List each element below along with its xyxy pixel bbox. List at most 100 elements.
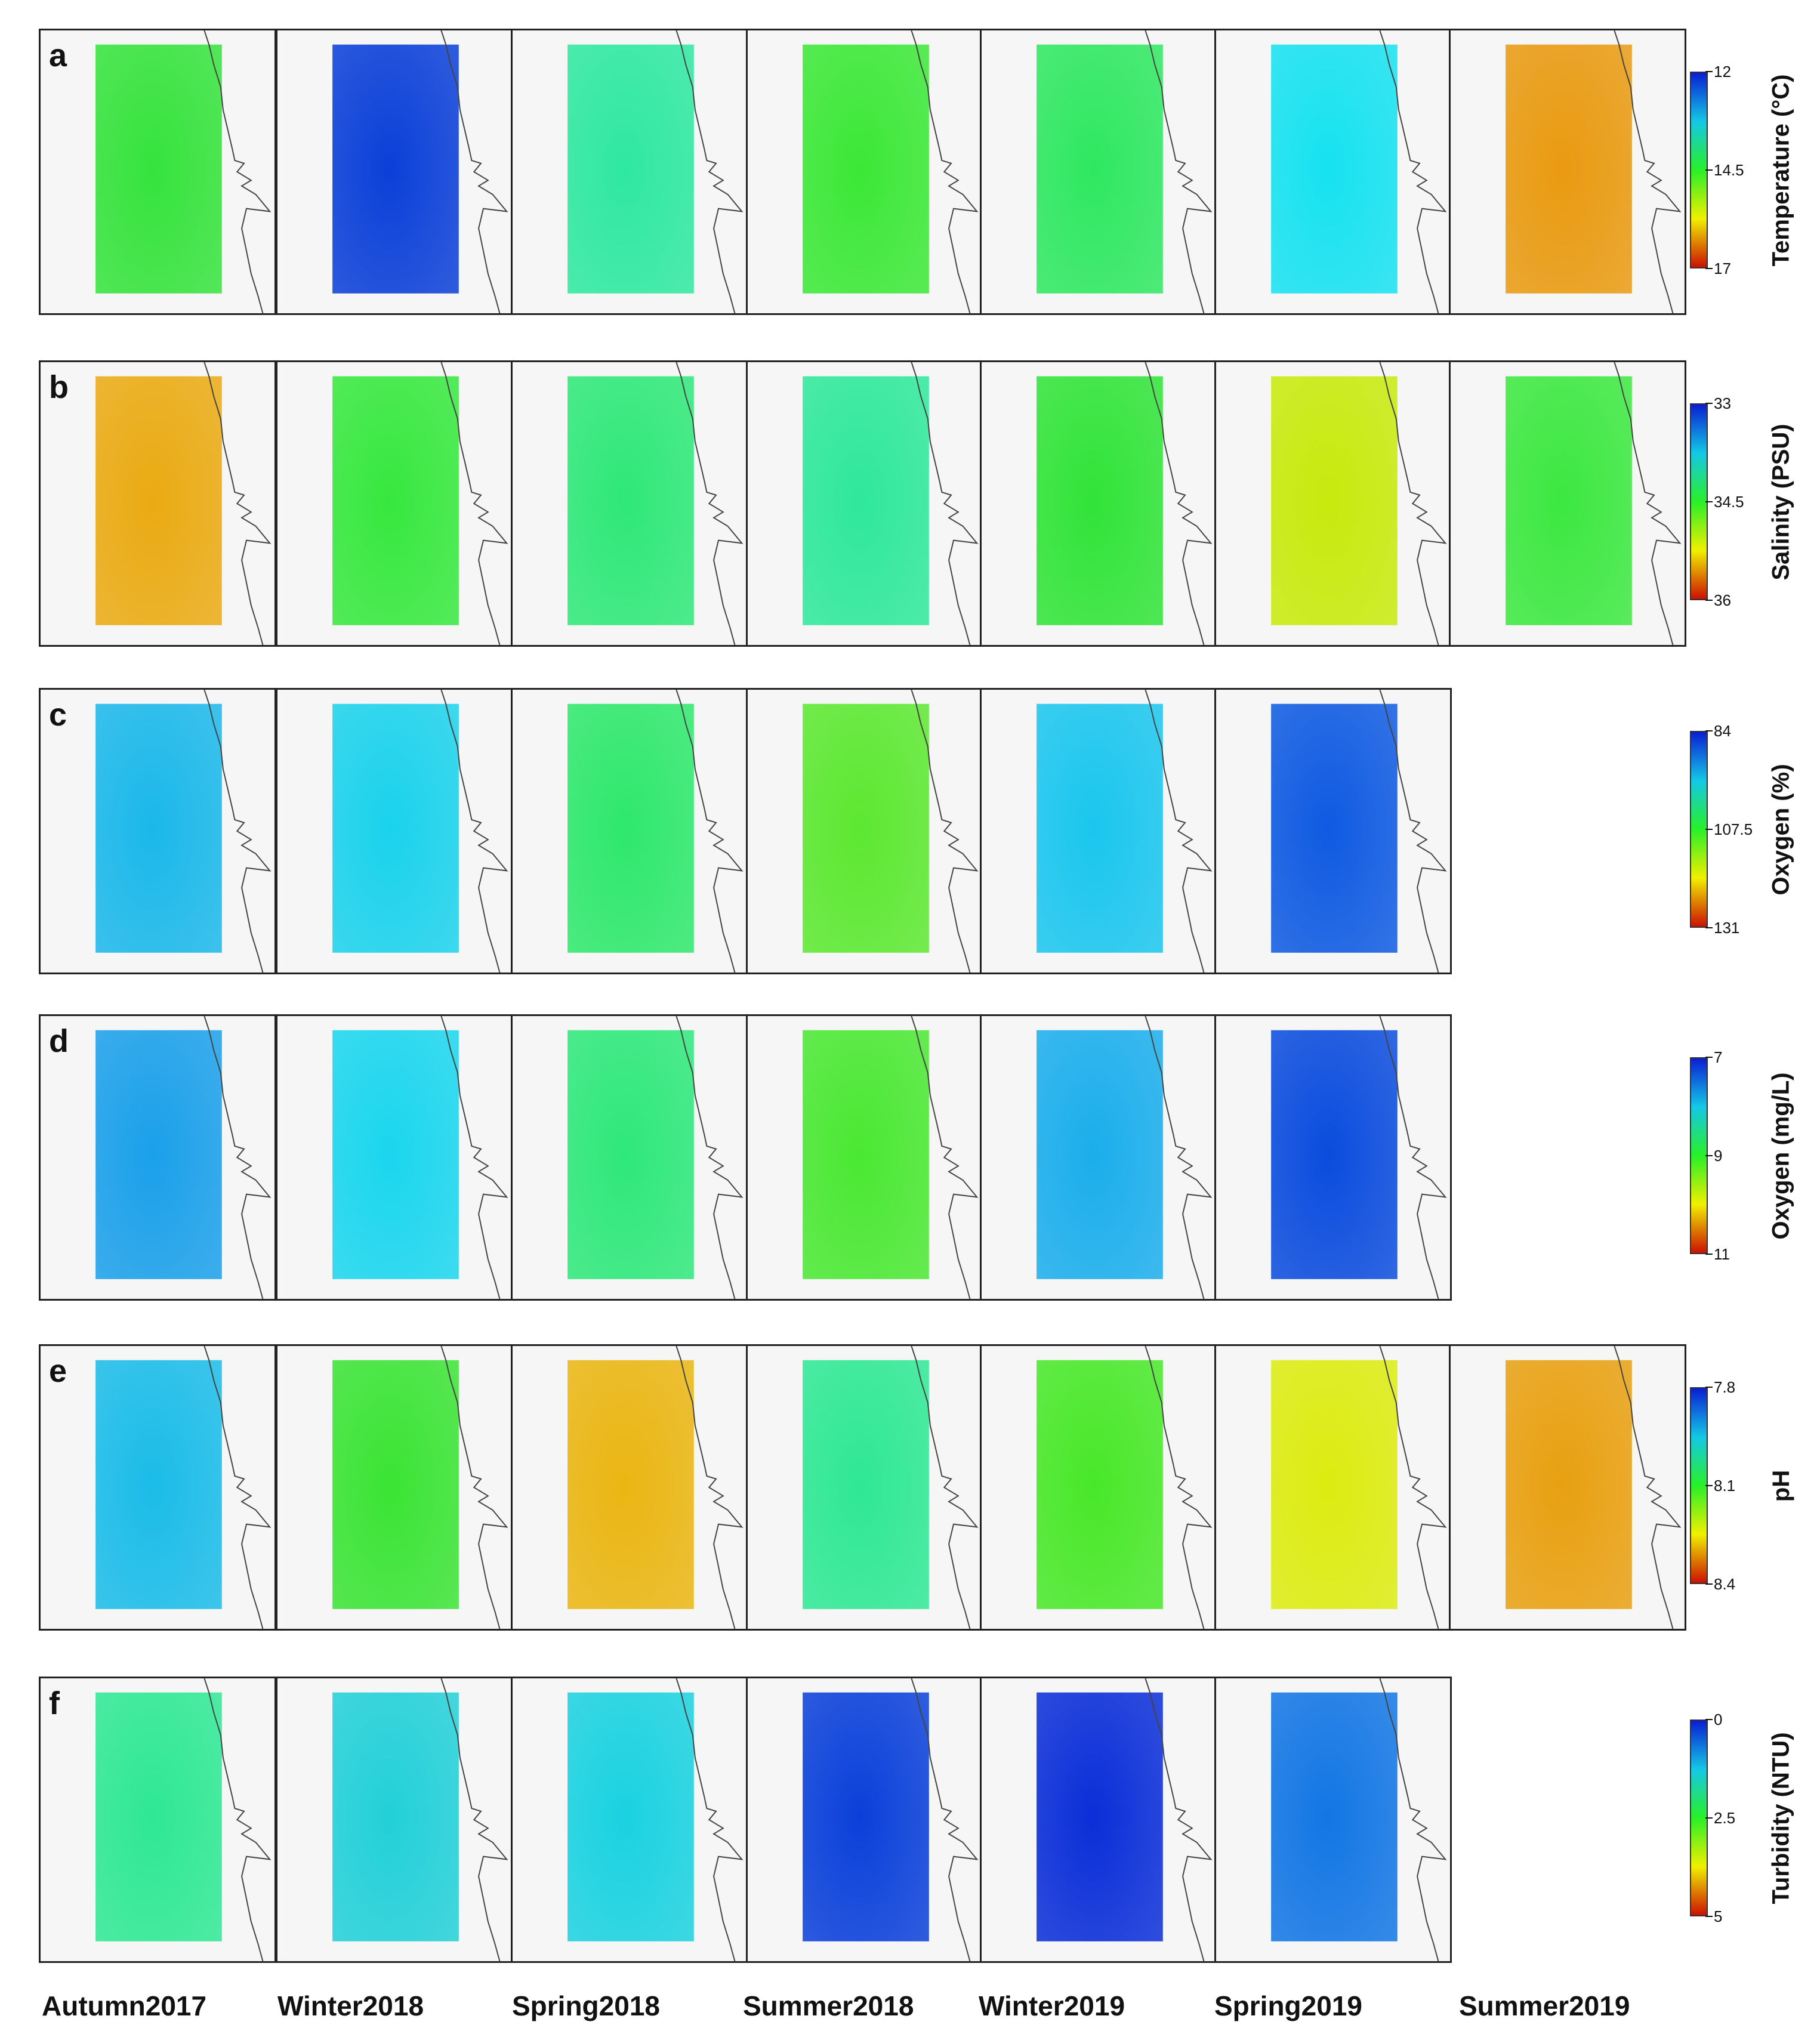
- map-field-a-3: [803, 30, 979, 313]
- map-field-e-2: [567, 1346, 744, 1629]
- map-panel-a-autumn2017: [39, 29, 276, 315]
- colorbar-tick-mark: [1705, 1155, 1713, 1156]
- map-field-b-1: [332, 362, 508, 645]
- colorbar-b: [1690, 403, 1708, 600]
- map-panel-e-winter2019: [980, 1344, 1217, 1631]
- season-label-winter2019: Winter2019: [979, 1990, 1125, 2021]
- colorbar-tick-label: 5: [1714, 1907, 1723, 1925]
- season-label-spring2019: Spring2019: [1214, 1990, 1362, 2021]
- colorbar-tick-label: 33: [1714, 394, 1731, 412]
- panel-row-label-c: c: [49, 697, 67, 733]
- map-panel-f-winter2018: [276, 1677, 513, 1963]
- colorbar-tick-mark: [1705, 1719, 1713, 1720]
- colorbar-tick-mark: [1705, 1916, 1713, 1917]
- colorbar-tick-mark: [1705, 829, 1713, 830]
- map-field-c-3: [803, 690, 979, 973]
- colorbar-tick-label: 0: [1714, 1711, 1723, 1728]
- map-field-a-6: [1506, 30, 1682, 313]
- map-panel-f-winter2019: [980, 1677, 1217, 1963]
- map-panel-e-spring2018: [511, 1344, 748, 1631]
- colorbar-tick-mark: [1705, 1485, 1713, 1486]
- map-panel-c-spring2019: [1214, 688, 1452, 974]
- colorbar-tick-label: 7: [1714, 1048, 1723, 1066]
- map-field-e-4: [1037, 1346, 1213, 1629]
- map-panel-e-autumn2017: [39, 1344, 276, 1631]
- map-panel-f-spring2018: [511, 1677, 748, 1963]
- colorbar-tick-mark: [1705, 730, 1713, 731]
- colorbar-title-f: Turbidity (NTU): [1767, 1731, 1794, 1904]
- map-panel-b-spring2018: [511, 360, 748, 647]
- colorbar-tick-label: 34.5: [1714, 493, 1744, 511]
- colorbar-tick-label: 8.1: [1714, 1477, 1736, 1495]
- colorbar-tick-mark: [1705, 1254, 1713, 1255]
- map-panel-d-summer2018: [746, 1014, 983, 1301]
- map-panel-e-winter2018: [276, 1344, 513, 1631]
- map-panel-c-summer2018: [746, 688, 983, 974]
- colorbar-tick-label: 8.4: [1714, 1575, 1736, 1593]
- map-panel-f-autumn2017: [39, 1677, 276, 1963]
- colorbar-title-a: Temperature (°C): [1767, 74, 1794, 266]
- map-field-d-1: [332, 1016, 508, 1299]
- map-field-a-4: [1037, 30, 1213, 313]
- map-field-d-0: [95, 1016, 272, 1299]
- map-panel-c-autumn2017: [39, 688, 276, 974]
- map-field-b-3: [803, 362, 979, 645]
- map-panel-b-autumn2017: [39, 360, 276, 647]
- colorbar-title-e: pH: [1767, 1470, 1794, 1502]
- map-panel-b-winter2019: [980, 360, 1217, 647]
- colorbar-tick-label: 84: [1714, 722, 1731, 740]
- map-panel-d-spring2019: [1214, 1014, 1452, 1301]
- map-panel-c-winter2019: [980, 688, 1217, 974]
- season-label-summer2018: Summer2018: [743, 1990, 914, 2021]
- map-field-a-1: [332, 30, 508, 313]
- map-field-c-4: [1037, 690, 1213, 973]
- map-field-e-1: [332, 1346, 508, 1629]
- map-panel-e-summer2019: [1449, 1344, 1686, 1631]
- colorbar-tick-mark: [1705, 1387, 1713, 1388]
- map-panel-b-winter2018: [276, 360, 513, 647]
- map-field-b-4: [1037, 362, 1213, 645]
- colorbar-tick-label: 17: [1714, 260, 1731, 277]
- map-panel-f-spring2019: [1214, 1677, 1452, 1963]
- season-label-winter2018: Winter2018: [277, 1990, 424, 2021]
- map-field-d-5: [1271, 1016, 1447, 1299]
- colorbar-tick-label: 7.8: [1714, 1378, 1736, 1396]
- panel-row-label-b: b: [49, 369, 69, 405]
- map-panel-d-spring2018: [511, 1014, 748, 1301]
- map-panel-b-summer2019: [1449, 360, 1686, 647]
- map-panel-a-summer2019: [1449, 29, 1686, 315]
- map-field-b-6: [1506, 362, 1682, 645]
- map-field-f-0: [95, 1678, 272, 1961]
- map-field-b-5: [1271, 362, 1447, 645]
- map-panel-e-spring2019: [1214, 1344, 1452, 1631]
- colorbar-tick-mark: [1705, 600, 1713, 601]
- map-field-f-4: [1037, 1678, 1213, 1961]
- map-field-b-0: [95, 362, 272, 645]
- map-field-f-2: [567, 1678, 744, 1961]
- colorbar-c: [1690, 731, 1708, 928]
- colorbar-tick-label: 131: [1714, 919, 1740, 937]
- map-field-c-1: [332, 690, 508, 973]
- map-field-e-5: [1271, 1346, 1447, 1629]
- colorbar-tick-label: 2.5: [1714, 1809, 1736, 1827]
- map-field-e-3: [803, 1346, 979, 1629]
- colorbar-tick-mark: [1705, 927, 1713, 928]
- colorbar-tick-label: 12: [1714, 63, 1731, 81]
- map-panel-c-spring2018: [511, 688, 748, 974]
- panel-row-label-a: a: [49, 38, 67, 73]
- map-field-d-4: [1037, 1016, 1213, 1299]
- season-label-spring2018: Spring2018: [512, 1990, 660, 2021]
- map-field-a-2: [567, 30, 744, 313]
- map-panel-a-spring2019: [1214, 29, 1452, 315]
- colorbar-tick-mark: [1705, 169, 1713, 171]
- map-field-e-0: [95, 1346, 272, 1629]
- map-panel-d-autumn2017: [39, 1014, 276, 1301]
- colorbar-tick-label: 107.5: [1714, 820, 1753, 838]
- colorbar-title-b: Salinity (PSU): [1767, 423, 1794, 581]
- colorbar-e: [1690, 1387, 1708, 1584]
- map-field-d-2: [567, 1016, 744, 1299]
- map-panel-a-summer2018: [746, 29, 983, 315]
- map-panel-a-winter2019: [980, 29, 1217, 315]
- panel-row-label-d: d: [49, 1023, 69, 1059]
- map-panel-b-summer2018: [746, 360, 983, 647]
